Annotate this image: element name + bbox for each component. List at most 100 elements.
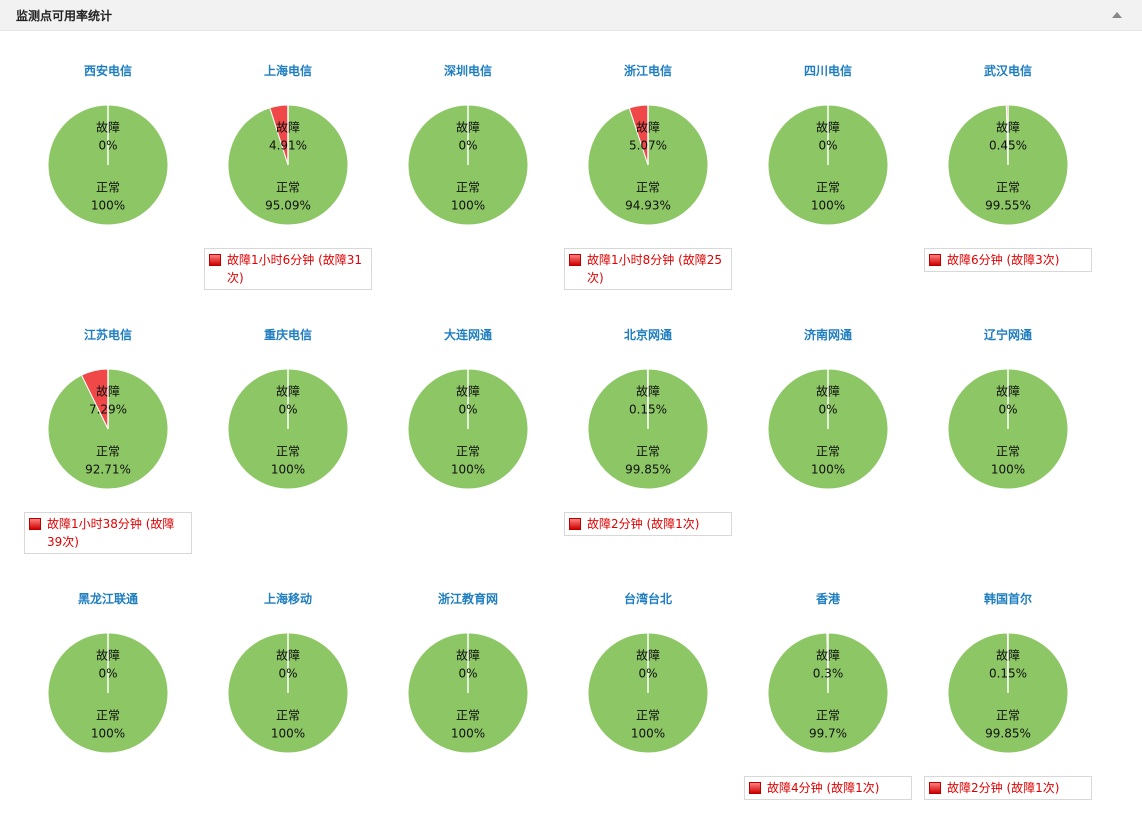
slice-value-label: 0%: [458, 139, 477, 153]
slice-label: 正常: [996, 181, 1020, 195]
slice-value-label: 0%: [98, 667, 117, 681]
chart-title: 北京网通: [623, 328, 672, 342]
chart-title: 上海电信: [263, 64, 312, 78]
pie-chart: 故障 0% 正常 100%: [767, 104, 889, 226]
fault-note: 故障1小时6分钟 (故障31次): [204, 248, 372, 290]
slice-value-label: 100%: [91, 727, 125, 741]
fault-note-text: 故障1小时38分钟 (故障39次): [47, 517, 175, 549]
slice-value-label: 0%: [638, 667, 657, 681]
pie-panel: 四川电信 故障 0% 正常 100%: [738, 60, 918, 310]
slice-value-label: 99.7%: [809, 727, 847, 741]
fault-icon: [569, 518, 581, 530]
chart-title: 重庆电信: [263, 328, 312, 342]
chart-title: 辽宁网通: [983, 328, 1032, 342]
slice-value-label: 0%: [278, 667, 297, 681]
pie-slice: [227, 104, 349, 226]
slice-value-label: 100%: [631, 727, 665, 741]
pie-chart: 故障 0% 正常 100%: [767, 368, 889, 490]
pie-panel: 大连网通故障 0% 正常 100%: [378, 324, 558, 574]
slice-label: 正常: [276, 445, 300, 459]
slice-value-label: 99.85%: [985, 727, 1031, 741]
pie-chart: 故障 4.91% 正常 95.09%: [227, 104, 349, 226]
slice-value-label: 99.85%: [625, 463, 671, 477]
fault-note-text: 故障6分钟 (故障3次): [947, 253, 1060, 267]
slice-label: 故障: [96, 120, 120, 135]
fault-note: 故障6分钟 (故障3次): [924, 248, 1092, 272]
slice-value-label: 99.55%: [985, 199, 1031, 213]
chart-title: 四川电信: [803, 64, 852, 78]
pie-panel: 辽宁网通故障 0% 正常 100%: [918, 324, 1098, 574]
slice-label: 故障: [456, 648, 480, 663]
slice-label: 正常: [96, 709, 120, 723]
slice-value-label: 0%: [98, 139, 117, 153]
slice-value-label: 4.91%: [269, 139, 307, 153]
pie-panel: 重庆电信故障 0% 正常 100%: [198, 324, 378, 574]
slice-value-label: 0.15%: [989, 667, 1027, 681]
slice-value-label: 100%: [451, 463, 485, 477]
slice-value-label: 100%: [991, 463, 1025, 477]
slice-value-label: 100%: [271, 463, 305, 477]
pie-chart: 故障 0% 正常 100%: [587, 632, 709, 754]
page: {"header": {"title": "监测点可用率统计"}, "chart…: [0, 0, 1142, 800]
pie-panel: 韩国首尔 故障 0.15% 正常 99.85% 故障2分钟 (故障1次): [918, 588, 1098, 838]
panel-title: 监测点可用率统计: [16, 9, 113, 23]
pie-chart: 故障 0% 正常 100%: [227, 368, 349, 490]
slice-label: 故障: [816, 120, 840, 135]
pie-chart: 故障 0.3% 正常 99.7%: [767, 632, 889, 754]
slice-value-label: 100%: [91, 199, 125, 213]
slice-label: 正常: [96, 445, 120, 459]
slice-label: 故障: [276, 648, 300, 663]
slice-label: 故障: [96, 384, 120, 399]
slice-label: 正常: [636, 445, 660, 459]
slice-value-label: 100%: [271, 727, 305, 741]
slice-label: 故障: [816, 384, 840, 399]
slice-label: 故障: [456, 384, 480, 399]
pie-panel: 台湾台北故障 0% 正常 100%: [558, 588, 738, 838]
slice-label: 故障: [996, 384, 1020, 399]
slice-label: 正常: [276, 709, 300, 723]
pie-chart: 故障 0% 正常 100%: [227, 632, 349, 754]
pie-panel: 深圳电信 故障 0% 正常 100%: [378, 60, 558, 310]
slice-label: 故障: [276, 384, 300, 399]
slice-value-label: 0%: [458, 667, 477, 681]
slice-label: 正常: [816, 181, 840, 195]
chart-title: 香港: [815, 592, 840, 606]
pie-chart: 故障 0% 正常 100%: [407, 368, 529, 490]
fault-note: 故障2分钟 (故障1次): [924, 776, 1092, 800]
collapse-icon[interactable]: [1112, 11, 1122, 18]
chart-title: 大连网通: [443, 328, 492, 342]
slice-value-label: 100%: [451, 727, 485, 741]
pie-chart: 故障 0% 正常 100%: [407, 632, 529, 754]
slice-value-label: 0.15%: [629, 403, 667, 417]
slice-label: 正常: [996, 709, 1020, 723]
slice-value-label: 7.29%: [89, 403, 127, 417]
slice-value-label: 0%: [998, 403, 1017, 417]
chart-title: 韩国首尔: [983, 592, 1032, 606]
pie-panel: 浙江教育网 故障 0% 正常 100%: [378, 588, 558, 838]
slice-value-label: 0%: [278, 403, 297, 417]
slice-value-label: 100%: [451, 199, 485, 213]
fault-icon: [569, 254, 581, 266]
chart-title: 黑龙江联通: [77, 592, 138, 606]
slice-label: 正常: [816, 709, 840, 723]
pie-panel: 黑龙江联通 故障 0% 正常 100%: [18, 588, 198, 838]
slice-label: 正常: [996, 445, 1020, 459]
pie-chart: 故障 0.15% 正常 99.85%: [587, 368, 709, 490]
fault-note-text: 故障4分钟 (故障1次): [767, 781, 880, 795]
slice-value-label: 100%: [811, 463, 845, 477]
pie-panel: 浙江电信 故障 5.07% 正常 94.93% 故障1小时8分钟 (故障25次): [558, 60, 738, 310]
pie-chart: 故障 5.07% 正常 94.93%: [587, 104, 709, 226]
pie-chart: 故障 0% 正常 100%: [947, 368, 1069, 490]
slice-value-label: 100%: [811, 199, 845, 213]
fault-note: 故障2分钟 (故障1次): [564, 512, 732, 536]
slice-label: 故障: [996, 120, 1020, 135]
chart-title: 台湾台北: [623, 592, 672, 606]
fault-icon: [749, 782, 761, 794]
slice-label: 正常: [636, 181, 660, 195]
slice-value-label: 95.09%: [265, 199, 311, 213]
pie-panel: 北京网通 故障 0.15% 正常 99.85% 故障2分钟 (故障1次): [558, 324, 738, 574]
pie-panel: 武汉电信 故障 0.45% 正常 99.55% 故障6分钟 (故障3次): [918, 60, 1098, 310]
pie-chart: 故障 0% 正常 100%: [407, 104, 529, 226]
pie-chart: 故障 0% 正常 100%: [47, 632, 169, 754]
chart-title: 武汉电信: [983, 64, 1032, 78]
